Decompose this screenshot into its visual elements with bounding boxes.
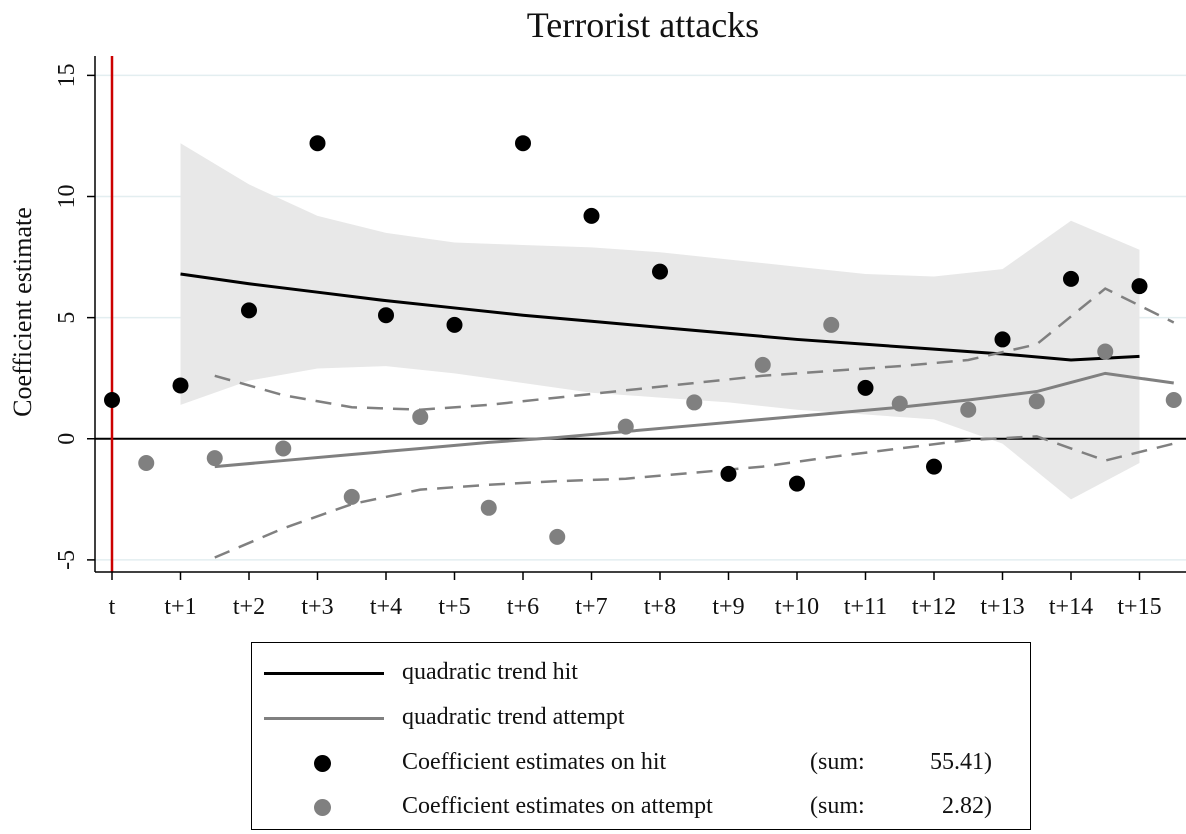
legend-label: quadratic trend hit — [402, 659, 578, 685]
x-tick-label: t+10 — [775, 594, 819, 620]
data-point-series-1 — [1028, 393, 1045, 410]
x-tick-label: t+11 — [844, 594, 887, 620]
data-point-series-0 — [652, 263, 668, 280]
data-point-series-0 — [857, 379, 874, 396]
data-point-series-1 — [891, 395, 908, 412]
x-tick-label: t+8 — [644, 594, 676, 620]
legend-item-trend-attempt: quadratic trend attempt — [252, 700, 1030, 736]
y-tick-label: 5 — [54, 312, 80, 324]
confidence-bound-dashed-line — [214, 287, 1175, 411]
x-tick-label: t+9 — [712, 594, 744, 620]
data-point-series-1 — [1097, 343, 1114, 360]
data-point-series-1 — [823, 316, 840, 333]
confidence-bound-dashed-line — [214, 435, 1175, 559]
legend-dot-gray-icon — [314, 799, 331, 816]
data-point-series-1 — [206, 450, 223, 467]
data-point-series-0 — [515, 135, 531, 152]
legend-item-trend-hit: quadratic trend hit — [252, 655, 1030, 691]
trend-line-3 — [214, 371, 1174, 469]
trend-line-2 — [180, 272, 1140, 362]
y-tick-label: -5 — [54, 550, 80, 570]
data-point-series-0 — [241, 302, 257, 319]
data-point-series-1 — [754, 356, 771, 373]
x-tick-label: t+6 — [507, 594, 539, 620]
legend: quadratic trend hit quadratic trend atte… — [251, 642, 1031, 830]
data-point-series-0 — [104, 392, 120, 408]
x-tick-label: t+13 — [980, 594, 1024, 620]
data-point-series-1 — [412, 408, 429, 425]
legend-label: Coefficient estimates on attempt — [402, 793, 713, 819]
y-tick-label: 0 — [54, 433, 80, 445]
data-point-series-0 — [1063, 270, 1079, 287]
legend-line-gray-icon — [264, 717, 384, 720]
data-point-series-0 — [720, 465, 737, 482]
data-point-series-1 — [275, 440, 292, 457]
x-tick-label: t+2 — [233, 594, 265, 620]
data-point-series-1 — [138, 454, 155, 471]
legend-sum-prefix: (sum: — [810, 793, 865, 819]
data-point-series-1 — [549, 528, 566, 545]
legend-dot-black-icon — [314, 755, 331, 772]
legend-item-attempt: Coefficient estimates on attempt (sum: 2… — [252, 789, 1030, 825]
data-point-series-0 — [1131, 278, 1148, 295]
y-tick-label: 10 — [54, 185, 80, 209]
x-tick-label: t — [109, 594, 116, 620]
data-point-series-0 — [583, 207, 600, 224]
data-point-series-0 — [378, 307, 394, 324]
data-point-series-0 — [926, 458, 942, 475]
x-tick-label: t+3 — [301, 594, 333, 620]
legend-item-hit: Coefficient estimates on hit (sum: 55.41… — [252, 745, 1030, 781]
x-tick-label: t+12 — [912, 594, 956, 620]
data-point-series-0 — [172, 377, 189, 394]
legend-sum-value: 2.82) — [942, 793, 992, 819]
y-tick-label: 15 — [54, 63, 80, 87]
legend-label: quadratic trend attempt — [402, 704, 625, 730]
data-point-series-0 — [309, 135, 326, 152]
chart-title: Terrorist attacks — [527, 5, 759, 45]
data-point-series-1 — [686, 394, 703, 411]
chart-plot: Terrorist attacks Coefficient estimate -… — [8, 5, 1186, 620]
y-axis-label: Coefficient estimate — [8, 207, 37, 417]
data-point-series-1 — [617, 418, 634, 435]
x-tick-label: t+15 — [1117, 594, 1161, 620]
data-point-series-1 — [343, 488, 360, 505]
data-point-series-1 — [480, 499, 497, 516]
data-point-series-1 — [1165, 392, 1182, 408]
x-tick-label: t+1 — [164, 594, 196, 620]
data-point-series-0 — [446, 316, 463, 333]
data-point-series-0 — [789, 475, 805, 492]
x-tick-label: t+7 — [575, 594, 607, 620]
x-tick-label: t+14 — [1049, 594, 1093, 620]
x-tick-label: t+4 — [370, 594, 402, 620]
data-point-series-1 — [960, 401, 977, 418]
legend-sum-value: 55.41) — [930, 749, 992, 775]
x-tick-label: t+5 — [438, 594, 470, 620]
data-point-series-0 — [994, 331, 1011, 348]
legend-sum-prefix: (sum: — [810, 749, 865, 775]
legend-label: Coefficient estimates on hit — [402, 749, 667, 775]
legend-line-black-icon — [264, 672, 384, 675]
